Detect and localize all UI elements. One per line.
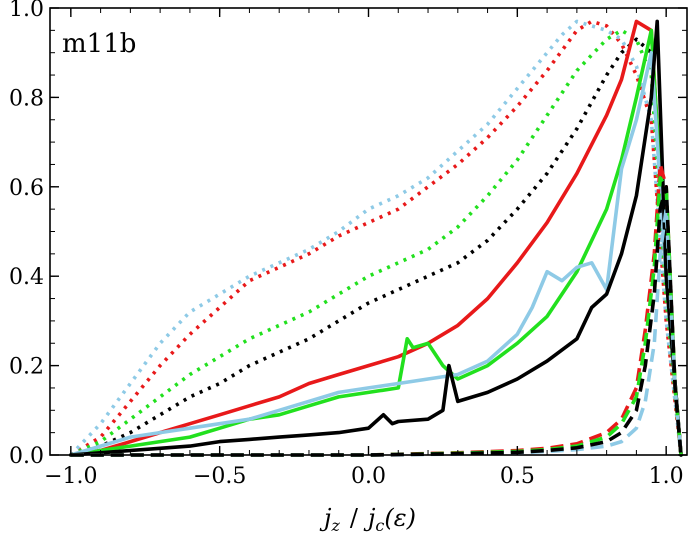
y-tick-label: 0.6 xyxy=(9,176,44,201)
x-label-a: j xyxy=(319,504,332,532)
tick-layer: −1.0 −0.5 0.0 0.5 1.0 0.0 0.2 0.4 0.6 0.8 1.0 xyxy=(9,0,687,489)
series-skyblue-solid xyxy=(69,50,683,457)
y-tick-label: 0.2 xyxy=(9,355,44,380)
y-tick-label: 0.4 xyxy=(9,265,44,290)
x-tick-label: −0.5 xyxy=(193,464,246,489)
series-layer xyxy=(69,19,683,457)
x-tick-label: 0.5 xyxy=(500,464,535,489)
x-axis-label: jz / jc(ε) xyxy=(319,504,416,535)
series-red-solid xyxy=(69,19,683,457)
x-tick-label: 1.0 xyxy=(649,464,684,489)
x-label-sep: / xyxy=(350,504,359,532)
x-label-b-arg: (ε) xyxy=(384,504,416,532)
panel-title: m11b xyxy=(62,29,136,59)
x-tick-label: 0.0 xyxy=(351,464,386,489)
y-tick-label: 0.8 xyxy=(9,86,44,111)
series-green-dotted xyxy=(70,28,683,457)
series-black-solid xyxy=(69,19,683,457)
x-label-a-sub: z xyxy=(330,516,340,535)
series-skyblue-dotted xyxy=(69,19,683,457)
series-green-solid xyxy=(69,28,683,457)
series-black-dotted xyxy=(70,37,683,457)
y-tick-label: 1.0 xyxy=(9,0,44,22)
x-label-b: j xyxy=(363,504,376,532)
y-tick-label: 0.0 xyxy=(9,444,44,469)
x-tick-label: −1.0 xyxy=(44,464,97,489)
x-label-b-sub: c xyxy=(375,516,384,535)
